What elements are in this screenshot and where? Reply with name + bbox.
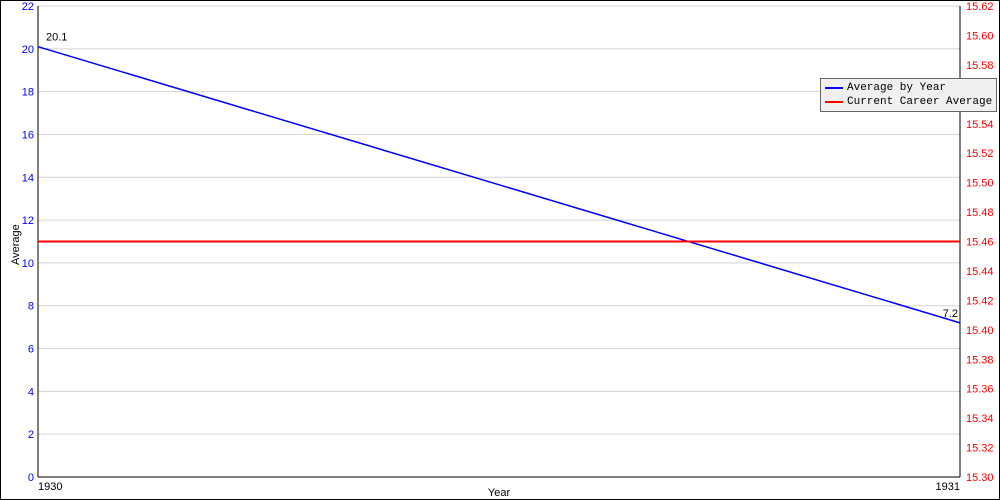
point-label: 7.2 (943, 308, 958, 320)
y-tick-label-right: 15.54 (966, 119, 994, 131)
y-tick-label-left: 12 (22, 215, 34, 227)
y-tick-label-right: 15.40 (966, 325, 994, 337)
legend-item: Current Career Average (825, 95, 992, 109)
y-tick-label-left: 22 (22, 1, 34, 13)
y-tick-label-right: 15.30 (966, 472, 994, 484)
y-tick-label-right: 15.32 (966, 443, 994, 455)
point-label: 20.1 (46, 32, 67, 44)
y-tick-label-right: 15.44 (966, 266, 994, 278)
y-tick-label-left: 16 (22, 129, 34, 141)
chart-container: 0 2 4 6 8 10 12 14 16 18 20 22 15.30 15.32 15.34 15.36 1… (0, 0, 1000, 500)
legend: Average by Year Current Career Average (820, 78, 997, 112)
y-tick-label-left: 2 (28, 429, 34, 441)
y-tick-label-left: 4 (28, 386, 34, 398)
y-tick-label-right: 15.34 (966, 413, 994, 425)
legend-swatch (825, 101, 843, 103)
legend-label: Average by Year (847, 82, 946, 94)
y-tick-label-right: 15.50 (966, 178, 994, 190)
y-tick-label-left: 14 (22, 172, 34, 184)
x-tick-label: 1930 (38, 481, 62, 493)
y-tick-label-left: 0 (28, 472, 34, 484)
chart-border (1, 1, 1000, 500)
x-tick-label: 1931 (936, 481, 960, 493)
y-tick-label-right: 15.46 (966, 237, 994, 249)
y-axis-label: Average (10, 224, 22, 265)
y-tick-label-right: 15.62 (966, 1, 994, 13)
y-tick-label-right: 15.36 (966, 384, 994, 396)
legend-swatch (825, 87, 843, 89)
y-tick-label-right: 15.48 (966, 207, 994, 219)
legend-item: Average by Year (825, 81, 992, 95)
y-tick-label-left: 8 (28, 301, 34, 313)
y-tick-label-left: 20 (22, 44, 34, 56)
y-tick-label-right: 15.58 (966, 60, 994, 72)
x-axis-label: Year (488, 487, 511, 499)
y-tick-label-right: 15.52 (966, 148, 994, 160)
y-tick-label-left: 18 (22, 87, 34, 99)
chart-svg: 0 2 4 6 8 10 12 14 16 18 20 22 15.30 15.32 15.34 15.36 1… (0, 0, 1000, 500)
legend-label: Current Career Average (847, 96, 992, 108)
y-tick-label-right: 15.60 (966, 30, 994, 42)
y-tick-label-left: 6 (28, 344, 34, 356)
y-tick-label-right: 15.38 (966, 354, 994, 366)
y-tick-label-left: 10 (22, 258, 34, 270)
y-tick-label-right: 15.42 (966, 295, 994, 307)
